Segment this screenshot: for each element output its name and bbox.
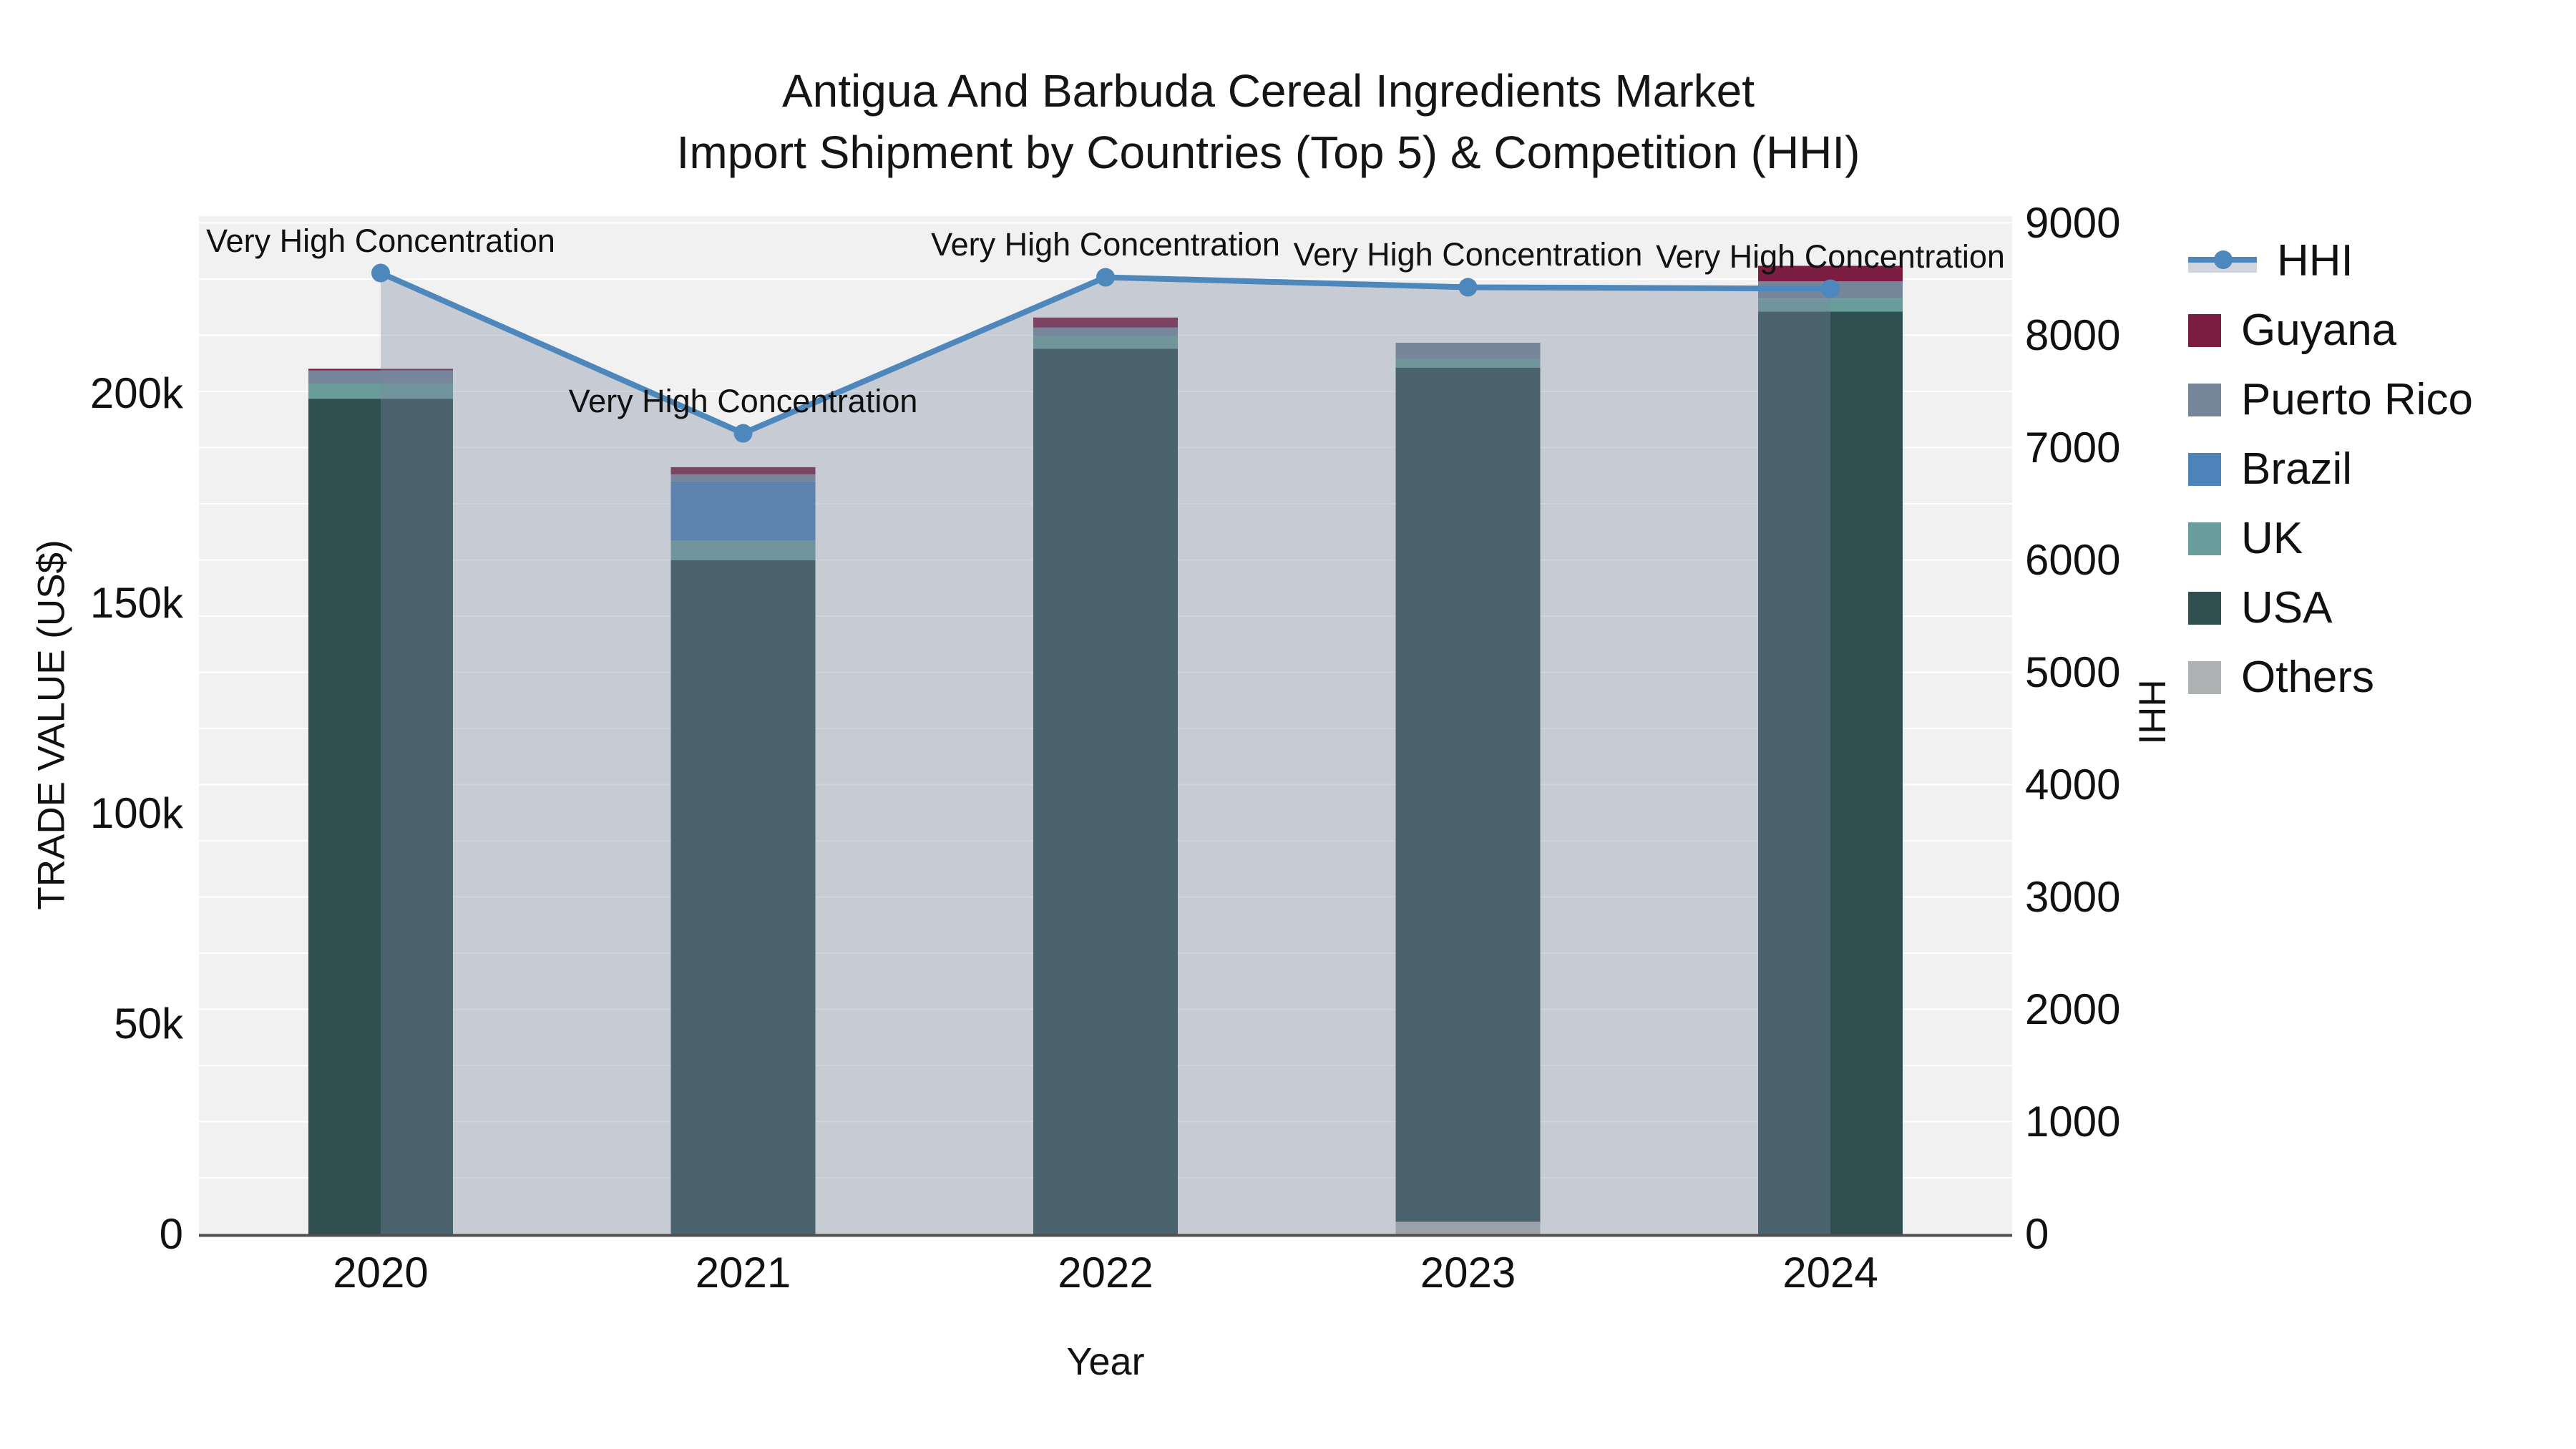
annotation-2020: Very High Concentration <box>206 222 555 259</box>
y-left-tick-0: 0 <box>159 1209 183 1258</box>
y-right-tick-3000: 3000 <box>2025 872 2121 921</box>
legend-swatch-usa <box>2188 591 2221 625</box>
bar-segment-others-2023[interactable] <box>1395 1221 1541 1234</box>
bar-segment-uk-2023[interactable] <box>1395 358 1541 368</box>
bar-segment-uk-2020[interactable] <box>308 383 453 399</box>
legend-label-brazil: Brazil <box>2241 444 2353 494</box>
bar-segment-uk-2022[interactable] <box>1033 336 1178 349</box>
legend-swatch-guyana <box>2188 313 2221 347</box>
legend-swatch-others <box>2188 660 2221 694</box>
y-right-tick-9000: 9000 <box>2025 198 2121 247</box>
x-axis-title: Year <box>1066 1340 1145 1383</box>
bar-segment-uk-2021[interactable] <box>670 540 816 560</box>
bar-segment-guyana-2020[interactable] <box>308 369 453 371</box>
legend-item-others[interactable]: Others <box>2188 643 2473 712</box>
y-right-axis-title: HHI <box>2130 679 2173 745</box>
legend: HHI Guyana Puerto Rico Brazil UK USA Others <box>2188 226 2473 712</box>
bar-segment-puerto-rico-2020[interactable] <box>308 370 453 384</box>
bar-segment-guyana-2024[interactable] <box>1758 265 1903 282</box>
y-right-tick-6000: 6000 <box>2025 535 2121 584</box>
x-tick-2024: 2024 <box>1782 1249 1878 1297</box>
bar-segment-brazil-2021[interactable] <box>670 481 816 541</box>
y-right-tick-1000: 1000 <box>2025 1097 2121 1146</box>
annotation-2023: Very High Concentration <box>1293 236 1643 273</box>
x-tick-2023: 2023 <box>1420 1249 1516 1297</box>
y-right-tick-2000: 2000 <box>2025 985 2121 1033</box>
legend-item-uk[interactable]: UK <box>2188 504 2473 573</box>
y-left-tick-100k: 100k <box>89 789 183 837</box>
bar-segment-guyana-2021[interactable] <box>670 467 816 474</box>
hhi-marker-2024[interactable] <box>1821 279 1840 298</box>
y-left-tick-200k: 200k <box>89 369 183 417</box>
legend-hhi-line-icon <box>2188 247 2257 275</box>
legend-item-guyana[interactable]: Guyana <box>2188 296 2473 365</box>
bar-segment-usa-2023[interactable] <box>1395 367 1541 1222</box>
y-right-tick-4000: 4000 <box>2025 760 2121 809</box>
legend-hhi-marker-dot <box>2214 250 2233 269</box>
x-axis-line <box>199 1234 2012 1237</box>
bar-segment-usa-2020[interactable] <box>308 399 453 1234</box>
y-left-tick-150k: 150k <box>89 579 183 628</box>
hhi-area-fill <box>381 273 1830 1234</box>
legend-label-puerto-rico: Puerto Rico <box>2241 374 2473 424</box>
bar-segment-usa-2022[interactable] <box>1033 348 1178 1234</box>
bar-segment-guyana-2022[interactable] <box>1033 317 1178 328</box>
chart-title: Antigua And Barbuda Cereal Ingredients M… <box>0 60 2537 183</box>
legend-swatch-puerto-rico <box>2188 383 2221 416</box>
legend-item-hhi[interactable]: HHI <box>2188 226 2473 296</box>
bar-segment-usa-2021[interactable] <box>670 560 816 1234</box>
annotation-2021: Very High Concentration <box>568 382 918 419</box>
bar-segment-puerto-rico-2022[interactable] <box>1033 327 1178 336</box>
hhi-marker-2021[interactable] <box>733 424 753 443</box>
y-left-tick-50k: 50k <box>114 999 183 1048</box>
legend-label-usa: USA <box>2241 582 2333 633</box>
annotation-2022: Very High Concentration <box>931 226 1280 263</box>
legend-item-brazil[interactable]: Brazil <box>2188 434 2473 504</box>
y-right-tick-8000: 8000 <box>2025 311 2121 359</box>
bar-segment-usa-2024[interactable] <box>1758 311 1903 1234</box>
bar-segment-puerto-rico-2021[interactable] <box>670 474 816 482</box>
x-tick-2022: 2022 <box>1058 1249 1153 1297</box>
hhi-marker-2023[interactable] <box>1458 278 1478 297</box>
bar-segment-uk-2024[interactable] <box>1758 298 1903 312</box>
y-right-tick-5000: 5000 <box>2025 648 2121 696</box>
annotation-2024: Very High Concentration <box>1656 238 2005 275</box>
legend-item-usa[interactable]: USA <box>2188 573 2473 643</box>
y-right-tick-7000: 7000 <box>2025 423 2121 472</box>
legend-label-guyana: Guyana <box>2241 305 2397 355</box>
legend-swatch-brazil <box>2188 452 2221 486</box>
bar-segment-puerto-rico-2023[interactable] <box>1395 343 1541 359</box>
hhi-marker-2020[interactable] <box>371 263 390 283</box>
chart-title-line1: Antigua And Barbuda Cereal Ingredients M… <box>781 65 1755 117</box>
x-tick-2021: 2021 <box>695 1249 791 1297</box>
legend-label-uk: UK <box>2241 513 2303 563</box>
legend-swatch-uk <box>2188 522 2221 555</box>
x-tick-2020: 2020 <box>333 1249 429 1297</box>
y-right-tick-0: 0 <box>2025 1209 2049 1258</box>
chart-title-line2: Import Shipment by Countries (Top 5) & C… <box>676 127 1860 178</box>
legend-label-others: Others <box>2241 652 2375 702</box>
hhi-marker-2022[interactable] <box>1096 268 1115 287</box>
legend-item-puerto-rico[interactable]: Puerto Rico <box>2188 365 2473 434</box>
legend-label-hhi: HHI <box>2277 235 2353 286</box>
